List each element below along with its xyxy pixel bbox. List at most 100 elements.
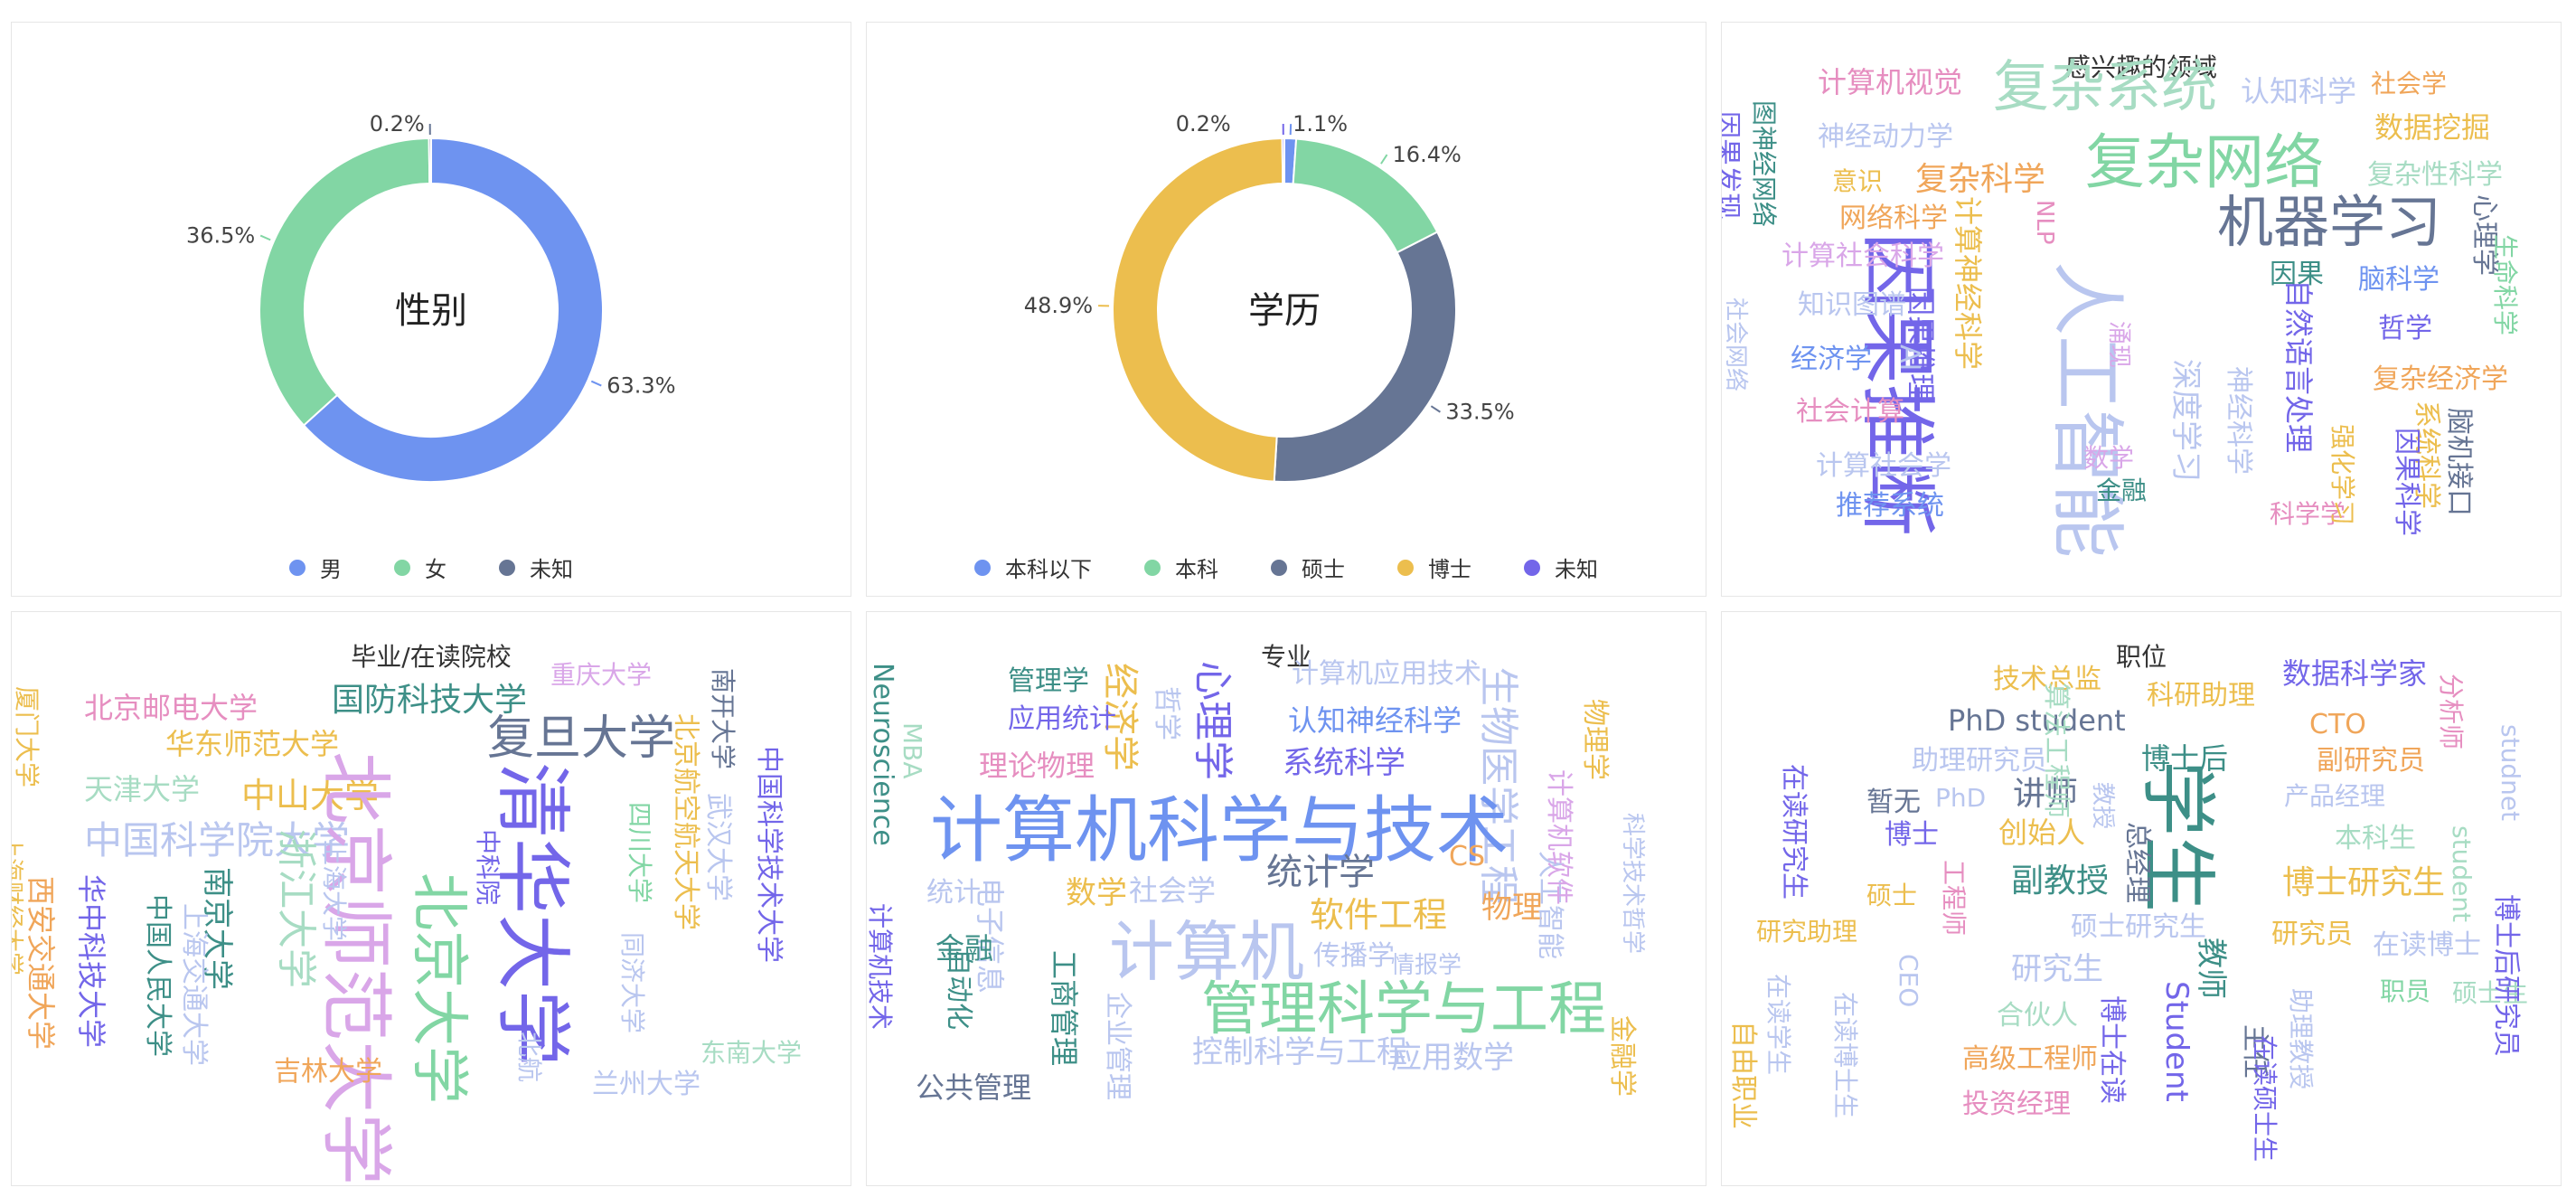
wordcloud-word[interactable]: 计算机视觉 — [1818, 68, 1962, 97]
wordcloud-word[interactable]: MBA — [899, 722, 925, 779]
wordcloud-word[interactable]: 因果科学 — [2393, 428, 2420, 536]
wordcloud-word[interactable]: 应用统计 — [1008, 706, 1116, 733]
wordcloud-word[interactable]: 应用数学 — [1391, 1042, 1514, 1073]
wordcloud-word[interactable]: 脑科学 — [2358, 267, 2440, 294]
wordcloud-word[interactable]: NLP — [2033, 200, 2056, 245]
wordcloud-word[interactable]: 教师 — [2195, 938, 2226, 999]
wordcloud-word[interactable]: 兰州大学 — [592, 1071, 700, 1098]
wordcloud-word[interactable]: 中科院 — [475, 829, 500, 905]
wordcloud-word[interactable]: 副研究员 — [2317, 748, 2425, 775]
wordcloud-word[interactable]: 东南大学 — [700, 1041, 802, 1066]
wordcloud-word[interactable]: 物理学 — [1581, 699, 1608, 780]
wordcloud-word[interactable]: 管理科学与工程 — [1201, 981, 1606, 1039]
wordcloud-word[interactable]: 强化学习 — [2329, 424, 2355, 525]
wordcloud-word[interactable]: 复杂网络 — [2085, 133, 2324, 193]
wordcloud-word[interactable]: 心理学 — [1192, 661, 1232, 780]
wordcloud-word[interactable]: 助理教授 — [2288, 988, 2313, 1089]
legend-item-master[interactable]: 硕士 — [1271, 551, 1345, 583]
wordcloud-word[interactable]: 复杂科学 — [1915, 164, 2045, 196]
wordcloud-word[interactable]: 北京师范大学 — [319, 751, 391, 1185]
wordcloud-word[interactable]: 计算机 — [1109, 919, 1304, 985]
wordcloud-word[interactable]: 上海大学 — [321, 840, 346, 941]
wordcloud-word[interactable]: 社会计算 — [1796, 399, 1904, 426]
wordcloud-word[interactable]: 合伙人 — [1997, 1003, 2078, 1030]
wordcloud-word[interactable]: 意识 — [1832, 169, 1883, 194]
wordcloud-word[interactable]: 科学技术哲学 — [1621, 813, 1644, 954]
wordcloud-word[interactable]: 管理学 — [1008, 668, 1089, 695]
wordcloud-word[interactable]: 涌现 — [2107, 321, 2130, 368]
wordcloud-word[interactable]: PhD — [1935, 786, 1986, 811]
wordcloud-word[interactable]: 哲学 — [1152, 686, 1180, 740]
wordcloud-word[interactable]: 硕士 — [1866, 883, 1917, 909]
wordcloud-word[interactable]: 推荐系统 — [1836, 493, 1944, 520]
wordcloud-word[interactable]: 计算社会学 — [1816, 453, 1951, 480]
wordcloud-word[interactable]: 复旦大学 — [487, 715, 675, 762]
wordcloud-word[interactable]: 科研助理 — [2147, 683, 2255, 710]
wordcloud-word[interactable]: 吉林大学 — [274, 1059, 382, 1086]
wordcloud-word[interactable]: 清华大学 — [494, 762, 570, 1066]
wordcloud-word[interactable]: 社会学 — [2371, 71, 2447, 97]
wordcloud-word[interactable]: 博士 — [1885, 822, 1939, 849]
wordcloud-word[interactable]: studnet — [2497, 724, 2523, 821]
wordcloud-word[interactable]: AI — [1895, 344, 1923, 371]
wordcloud-word[interactable]: 控制科学与工程 — [1192, 1037, 1407, 1068]
wordcloud-word[interactable]: CS — [1449, 844, 1485, 871]
wordcloud-word[interactable]: 中国科学技术大学 — [755, 746, 782, 963]
wordcloud-word[interactable]: 助理研究员 — [1912, 748, 2047, 775]
donut-slice-2[interactable] — [429, 138, 431, 184]
wordcloud-word[interactable]: 认知神经科学 — [1288, 706, 1462, 735]
wordcloud-word[interactable]: 北京邮电大学 — [84, 693, 258, 722]
wordcloud-word[interactable]: 工商管理 — [1049, 950, 1078, 1066]
wordcloud-word[interactable]: 情报学 — [1391, 954, 1462, 977]
wordcloud-word[interactable]: 研究助理 — [1756, 919, 1857, 945]
donut-slice-1[interactable] — [259, 138, 429, 425]
wordcloud-word[interactable]: 复杂经济学 — [2373, 366, 2508, 393]
wordcloud-word[interactable]: 经济学 — [1791, 346, 1872, 373]
wordcloud-word[interactable]: 计算机科学与技术 — [930, 795, 1509, 867]
wordcloud-word[interactable]: 自然语言处理 — [2284, 279, 2313, 453]
wordcloud-word[interactable]: 硕士研究生 — [2071, 914, 2206, 941]
wordcloud-word[interactable]: 哲学 — [2378, 316, 2432, 343]
wordcloud-word[interactable]: PhD student — [1948, 706, 2126, 735]
wordcloud-word[interactable]: student — [2449, 825, 2474, 922]
legend-item-phd[interactable]: 博士 — [1397, 551, 1471, 583]
wordcloud-word[interactable]: 神经科学 — [2224, 366, 2252, 475]
wordcloud-word[interactable]: 武汉大学 — [704, 793, 731, 901]
wordcloud-word[interactable]: 网络科学 — [1839, 205, 1948, 232]
wordcloud-word[interactable]: 计算社会科学 — [1782, 243, 1944, 270]
wordcloud-word[interactable]: 在读博士 — [2373, 932, 2481, 959]
wordcloud-word[interactable]: 传播学 — [1313, 943, 1395, 970]
legend-item-below-bachelor[interactable]: 本科以下 — [974, 551, 1092, 583]
wordcloud-word[interactable]: 自动化 — [945, 948, 972, 1030]
wordcloud-word[interactable]: 深度学习 — [2170, 359, 2201, 482]
donut-slice-4[interactable] — [1283, 138, 1284, 184]
wordcloud-word[interactable]: 上海财经大学 — [11, 834, 23, 976]
wordcloud-word[interactable]: 北京航空航天大学 — [672, 713, 699, 930]
wordcloud-word[interactable]: 在读硕士生 — [2252, 1035, 2277, 1162]
legend-item-male[interactable]: 男 — [289, 551, 342, 583]
wordcloud-word[interactable]: 金融 — [2096, 478, 2147, 504]
wordcloud-word[interactable]: 人工智能 — [2049, 261, 2123, 558]
wordcloud-word[interactable]: 复杂系统 — [1993, 59, 2217, 115]
wordcloud-word[interactable]: 产品经理 — [2284, 784, 2385, 809]
wordcloud-word[interactable]: 工程师 — [1941, 860, 1966, 936]
legend-item-bachelor[interactable]: 本科 — [1144, 551, 1218, 583]
wordcloud-word[interactable]: 本科生 — [2335, 825, 2416, 853]
wordcloud-word[interactable]: 天津大学 — [84, 775, 200, 804]
wordcloud-word[interactable]: 在读学生 — [1765, 974, 1791, 1075]
wordcloud-word[interactable]: 公共管理 — [916, 1073, 1031, 1102]
wordcloud-word[interactable]: 社会学 — [1129, 876, 1216, 905]
wordcloud-word[interactable]: 西安交通大学 — [26, 876, 55, 1050]
wordcloud-word[interactable]: 四川大学 — [626, 802, 652, 903]
wordcloud-word[interactable]: 软件工程 — [1310, 898, 1447, 932]
wordcloud-word[interactable]: 数据科学家 — [2282, 659, 2427, 688]
wordcloud-word[interactable]: 图神经网络 — [1751, 100, 1776, 227]
wordcloud-word[interactable]: 职员 — [2380, 979, 2430, 1004]
wordcloud-word[interactable]: 副教授 — [2011, 865, 2109, 898]
wordcloud-word[interactable]: 计算机应用技术 — [1292, 661, 1481, 688]
wordcloud-word[interactable]: 上海交通大学 — [180, 903, 207, 1066]
wordcloud-word[interactable]: 在读博士生 — [1832, 992, 1857, 1118]
wordcloud-word[interactable]: 知识图谱 — [1798, 292, 1906, 319]
legend-item-unknown[interactable]: 未知 — [1524, 551, 1598, 583]
wordcloud-word[interactable]: 研究员 — [2271, 921, 2353, 948]
